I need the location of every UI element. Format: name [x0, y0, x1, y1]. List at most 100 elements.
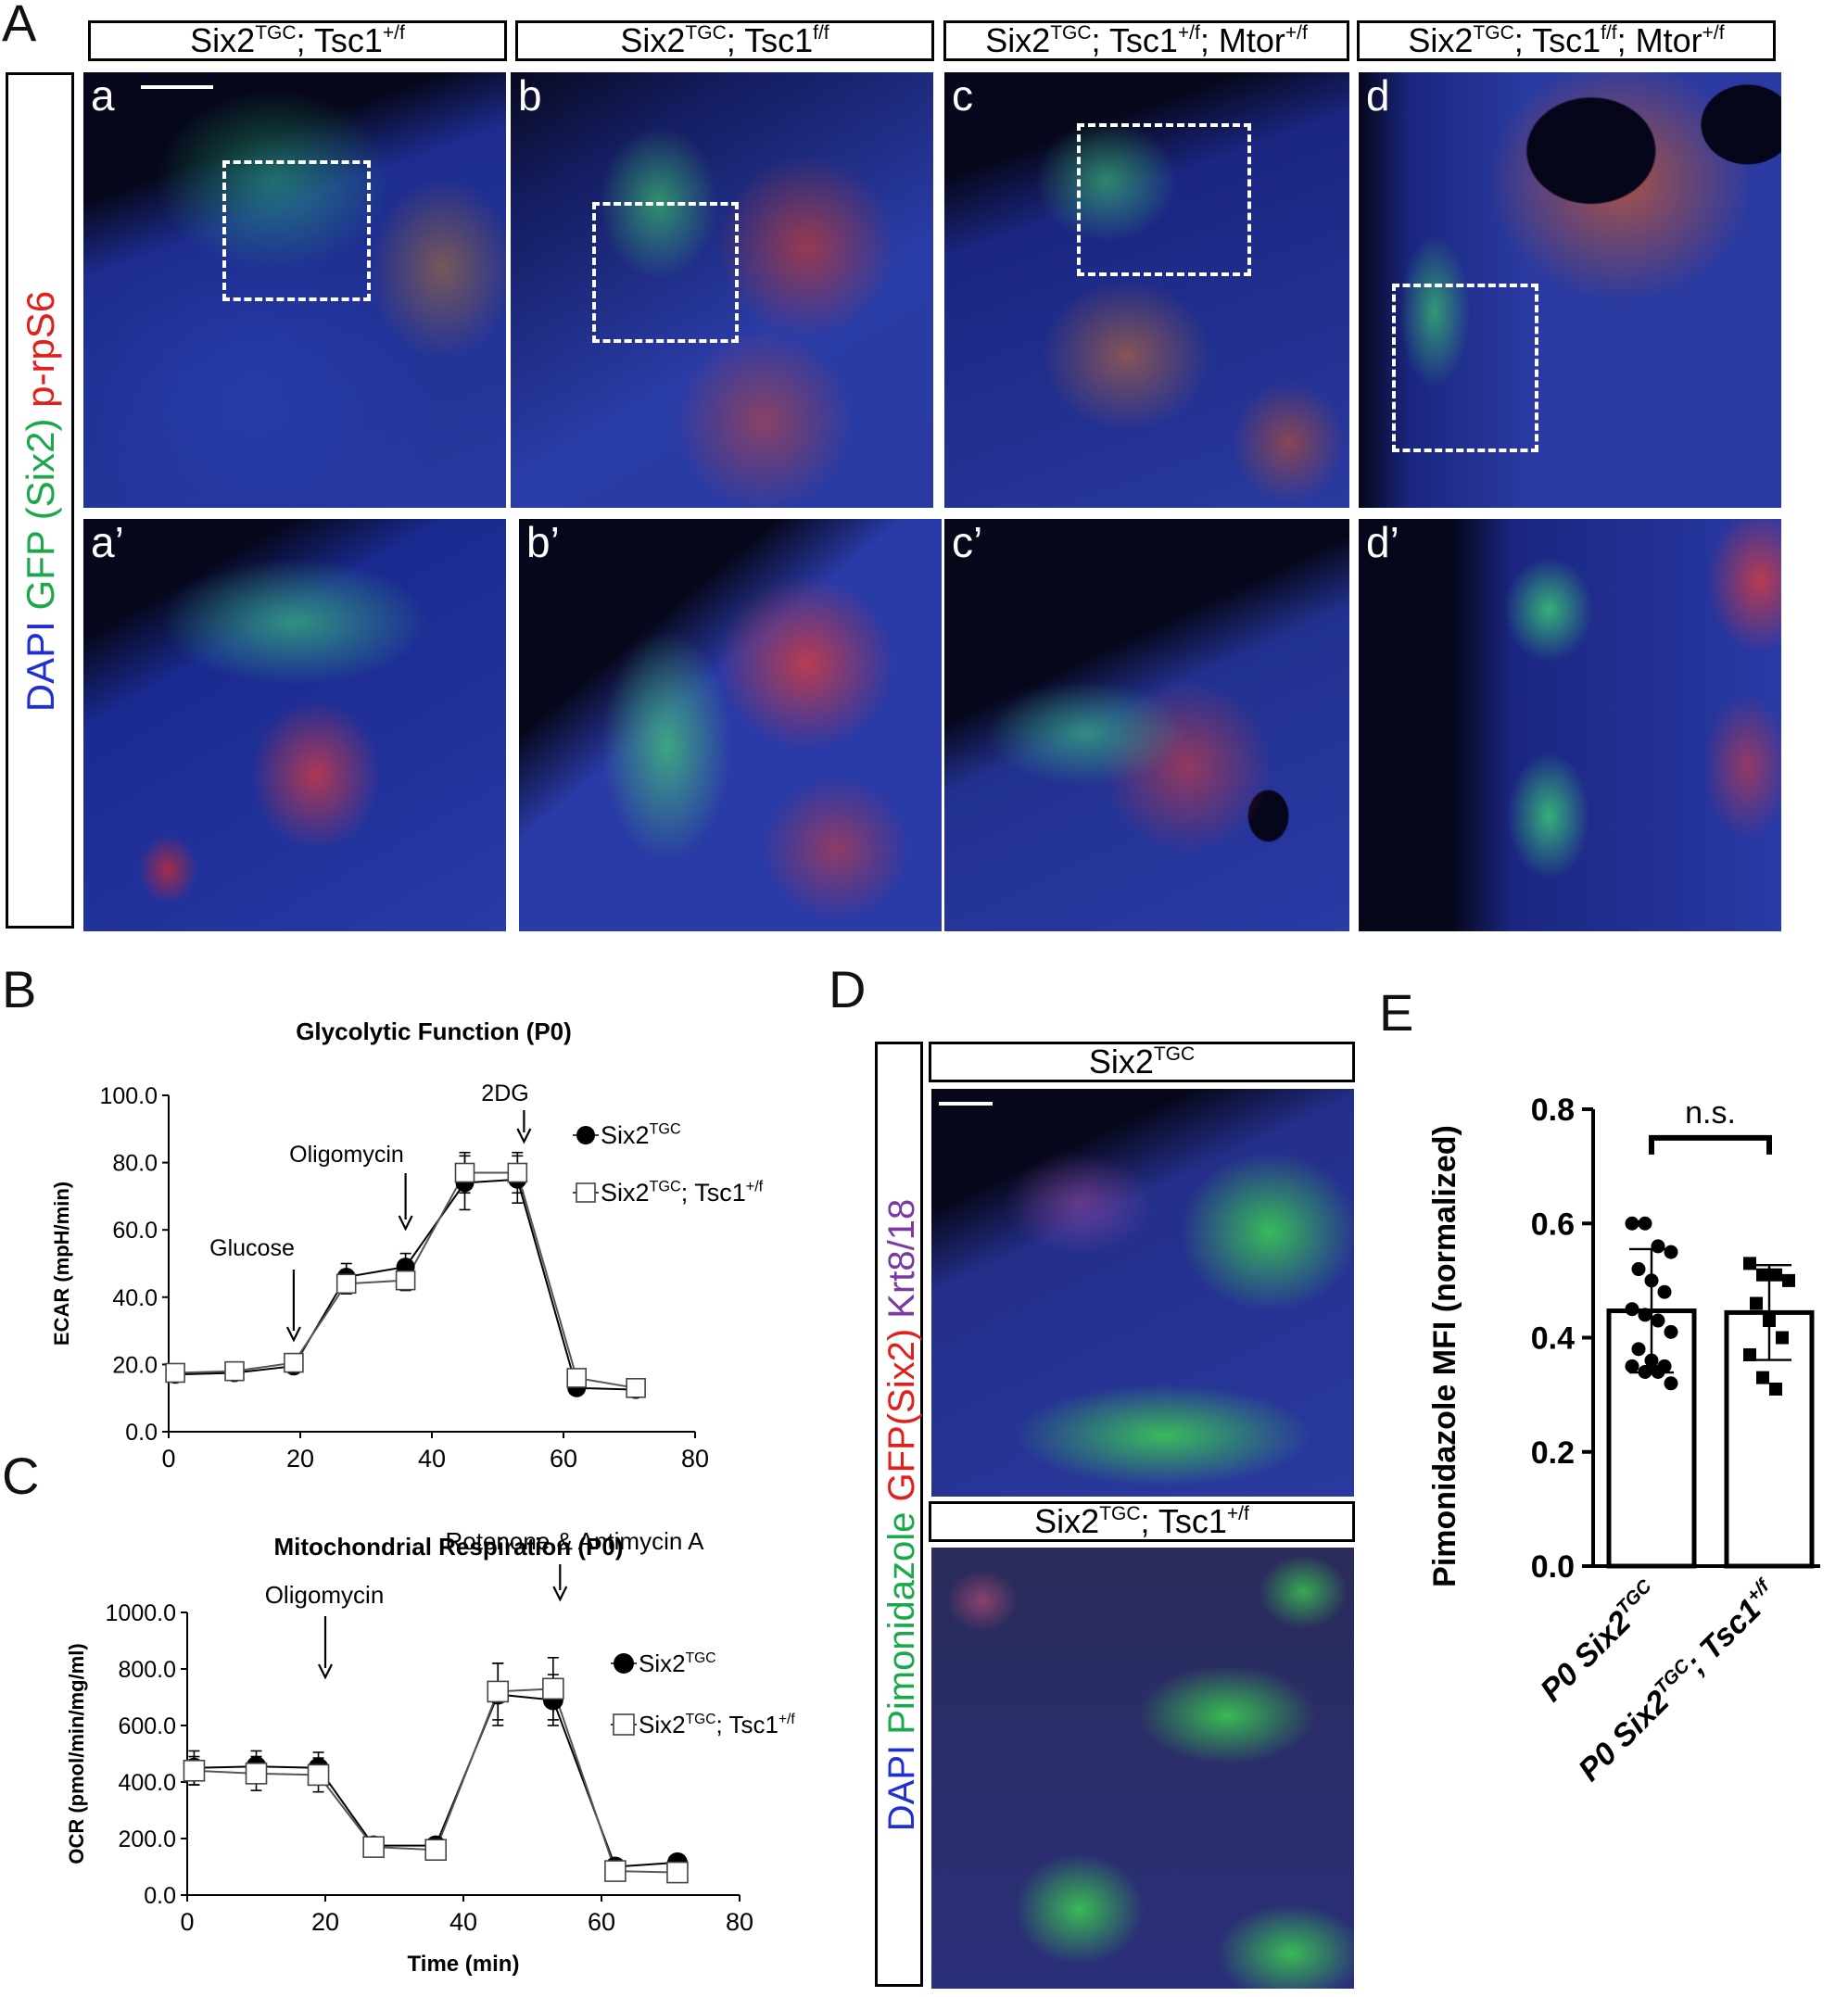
x-tick-label: 0: [180, 1908, 194, 1936]
stain-label-2: p-rpS6: [19, 290, 62, 419]
data-point: [1638, 1216, 1652, 1231]
chart-title: Glycolytic Function (P0): [296, 1017, 572, 1045]
x-tick-label: 20: [286, 1445, 314, 1472]
inset-box-a: [222, 160, 371, 301]
stain-label-0: DAPI: [881, 1744, 922, 1832]
panel-label-c: C: [2, 1447, 40, 1505]
data-point-1: [424, 1839, 448, 1862]
annotation-label: Rotenone & Antimycin A: [446, 1527, 705, 1555]
data-point: [1651, 1364, 1665, 1379]
data-point-1: [245, 1763, 268, 1785]
x-tick-label: 0: [161, 1445, 175, 1472]
stain-label-2: GFP(Six2): [881, 1328, 922, 1512]
annotation-label: Oligomycin: [289, 1142, 404, 1168]
legend-marker: [576, 1126, 595, 1144]
x-tick-label: 40: [449, 1908, 477, 1936]
data-point: [1625, 1302, 1639, 1317]
annotation-label: Oligomycin: [265, 1581, 385, 1609]
x-axis-label: Time (min): [408, 1952, 520, 1977]
data-point: [1638, 1308, 1652, 1322]
y-tick-label: 80.0: [112, 1151, 158, 1177]
panel-label-a: A: [2, 0, 37, 52]
y-tick-label: 60.0: [112, 1218, 158, 1244]
data-point: [1743, 1257, 1756, 1270]
panel-label-d: D: [829, 960, 867, 1018]
x-tick-label: 20: [311, 1908, 339, 1936]
inset-box-b: [592, 202, 739, 343]
scale-bar-d: [939, 1102, 993, 1106]
panel-a-header-3: Six2TGC; Tsc1+/f; Mtor+/f: [943, 20, 1349, 61]
data-point-1: [284, 1352, 304, 1373]
annotation-arrowhead: [318, 1663, 333, 1680]
data-point-1: [604, 1860, 627, 1882]
y-tick-label: 40.0: [112, 1285, 158, 1311]
x-tick-label: 80: [681, 1445, 709, 1472]
legend-label: Six2TGC; Tsc1+/f: [639, 1711, 795, 1738]
data-point: [1657, 1284, 1672, 1299]
data-point-1: [666, 1861, 689, 1884]
x-tick-label: 60: [550, 1445, 577, 1472]
y-tick-label: 0.2: [1531, 1435, 1575, 1471]
panel-a-header-1: Six2TGC; Tsc1+/f: [88, 20, 507, 61]
data-point: [1756, 1268, 1769, 1282]
panel-a-stain-legend-box: DAPI GFP (Six2) p-rpS6: [6, 72, 74, 929]
micrograph-d-bottom: [931, 1548, 1354, 1989]
micrograph-c: c: [944, 72, 1349, 508]
panel-d-header-1: Six2TGC: [929, 1042, 1355, 1082]
data-point: [1756, 1371, 1769, 1384]
panel-label-e: E: [1379, 983, 1414, 1042]
micrograph-c-prime: c’: [944, 519, 1349, 931]
data-point-1: [335, 1273, 357, 1295]
panel-a-header-2: Six2TGC; Tsc1f/f: [515, 20, 934, 61]
data-point: [1776, 1331, 1789, 1345]
legend-marker: [614, 1653, 634, 1674]
y-tick-label: 0.0: [125, 1420, 158, 1446]
data-point-1: [165, 1362, 185, 1384]
data-point: [1631, 1262, 1646, 1277]
chart-glycolytic-function: Glycolytic Function (P0) 0.0 20.0 40.0 60.0 8…: [50, 1017, 764, 1472]
data-point: [1625, 1359, 1639, 1373]
data-point: [1631, 1342, 1646, 1357]
y-tick-label: 0.6: [1531, 1207, 1575, 1242]
data-point-1: [626, 1378, 646, 1398]
scale-bar: [141, 85, 213, 89]
x-tick-label: 80: [726, 1908, 753, 1936]
data-point: [1664, 1376, 1678, 1391]
data-point: [1769, 1268, 1782, 1282]
panel-d-header-2: Six2TGC; Tsc1+/f: [929, 1501, 1355, 1542]
micrograph-b-label: b: [518, 72, 542, 120]
annotation-arrowhead: [552, 1586, 568, 1602]
annotation-arrowhead: [398, 1215, 413, 1232]
stain-label-1: GFP (Six2): [19, 418, 62, 622]
data-point: [1644, 1273, 1659, 1288]
y-tick-label: 200.0: [118, 1826, 176, 1852]
legend-label: Six2TGC: [639, 1649, 716, 1677]
data-point: [1651, 1239, 1665, 1254]
significance-bracket: [1649, 1134, 1772, 1155]
micrograph-d-prime: d’: [1359, 519, 1781, 931]
micrograph-d-prime-label: d’: [1366, 519, 1399, 566]
y-tick-label: 0.0: [144, 1883, 176, 1909]
panel-d-stain-legend-box: DAPI Pimonidazole GFP(Six2) Krt8/18: [875, 1042, 923, 1987]
panel-label-b: B: [2, 960, 37, 1018]
data-point-1: [542, 1677, 564, 1700]
y-tick-label: 20.0: [112, 1352, 158, 1378]
significance-label: n.s.: [1685, 1095, 1736, 1131]
data-point: [1638, 1364, 1652, 1379]
y-axis-label: OCR (pmol/min/mg/ml): [65, 1643, 88, 1864]
annotation-label: Glucose: [209, 1235, 295, 1261]
y-axis-label: ECAR (mpH/min): [50, 1182, 73, 1346]
y-tick-label: 0.8: [1531, 1093, 1575, 1128]
data-point: [1782, 1273, 1795, 1287]
panel-a-header-4: Six2TGC; Tsc1f/f; Mtor+/f: [1357, 20, 1776, 61]
data-point: [1664, 1245, 1678, 1259]
micrograph-b: b: [511, 72, 933, 508]
y-axis-label: Pimonidazole MFI (normalized): [1427, 1125, 1462, 1587]
y-tick-label: 0.4: [1531, 1321, 1575, 1357]
inset-box-c: [1077, 123, 1251, 276]
data-point: [1769, 1382, 1782, 1396]
data-point: [1664, 1324, 1678, 1339]
data-point-1: [224, 1360, 245, 1382]
data-point-1: [454, 1162, 475, 1183]
y-tick-label: 400.0: [118, 1770, 176, 1796]
